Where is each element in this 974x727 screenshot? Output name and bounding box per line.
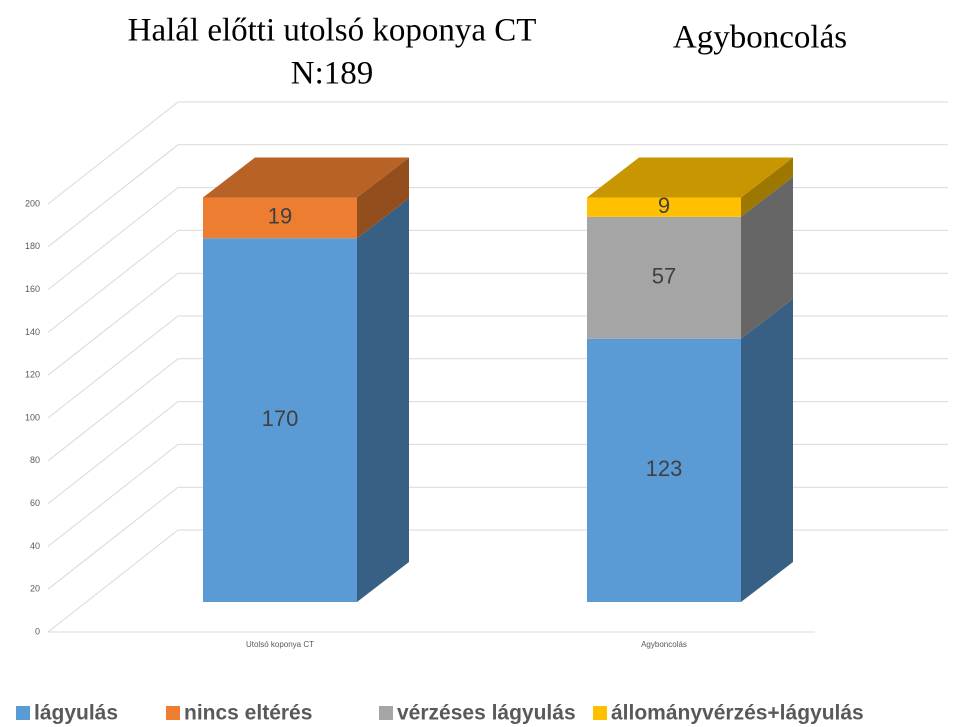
bar-side (357, 157, 409, 239)
chart-title: Halál előtti utolsó koponya CT (128, 13, 537, 49)
y-tick-label: 180 (25, 241, 40, 251)
data-label: 19 (268, 204, 292, 229)
bar-segment (587, 157, 793, 217)
legend-label: lágyulás (34, 702, 118, 725)
y-tick-label: 20 (30, 584, 40, 594)
bar-top (203, 157, 409, 198)
grid-line (47, 272, 948, 376)
bar-side (741, 157, 793, 217)
grid-line (47, 401, 948, 504)
grid-line (47, 529, 948, 633)
y-tick-label: 60 (30, 498, 40, 508)
y-tick-label: 100 (25, 412, 40, 422)
data-label: 57 (652, 264, 676, 289)
bar-segment (203, 198, 409, 602)
bar-front (203, 238, 357, 602)
grid-line (47, 358, 948, 462)
chart-subtitle: N:189 (291, 56, 374, 92)
grid-line (47, 101, 948, 205)
data-label: 123 (646, 456, 683, 481)
bar-side (741, 298, 793, 602)
y-tick-label: 0 (35, 626, 40, 636)
grid-line (47, 229, 948, 333)
bar-front (587, 216, 741, 339)
bar-segment (587, 298, 793, 602)
annotation: Agyboncolás (673, 20, 847, 56)
legend-swatch (166, 706, 180, 720)
y-tick-label: 200 (25, 198, 40, 208)
bar-side (357, 198, 409, 602)
bar-top (587, 157, 793, 198)
y-tick-label: 80 (30, 455, 40, 465)
grid-line (47, 144, 948, 248)
grid-line (47, 187, 948, 290)
y-tick-label: 140 (25, 327, 40, 337)
grid-line (47, 315, 948, 419)
x-tick-label: Utolsó koponya CT (246, 640, 314, 649)
x-tick-label: Agyboncolás (641, 640, 687, 649)
y-tick-label: 120 (25, 370, 40, 380)
legend-swatch (16, 706, 30, 720)
bar-side (741, 176, 793, 339)
grid-line (47, 443, 948, 547)
bar-front (587, 338, 741, 602)
legend-label: vérzéses lágyulás (397, 702, 576, 725)
bar-front (203, 197, 357, 239)
legend-swatch (593, 706, 607, 720)
legend-label: állományvérzés+lágyulás (611, 702, 864, 725)
y-tick-label: 160 (25, 284, 40, 294)
data-label: 9 (658, 193, 670, 218)
legend-label: nincs eltérés (184, 702, 312, 725)
bar-segment (587, 176, 793, 339)
bar-front (587, 197, 741, 217)
bar-segment (203, 157, 409, 239)
grid-line (47, 486, 948, 590)
legend-swatch (379, 706, 393, 720)
y-tick-label: 40 (30, 541, 40, 551)
data-label: 170 (262, 406, 299, 431)
